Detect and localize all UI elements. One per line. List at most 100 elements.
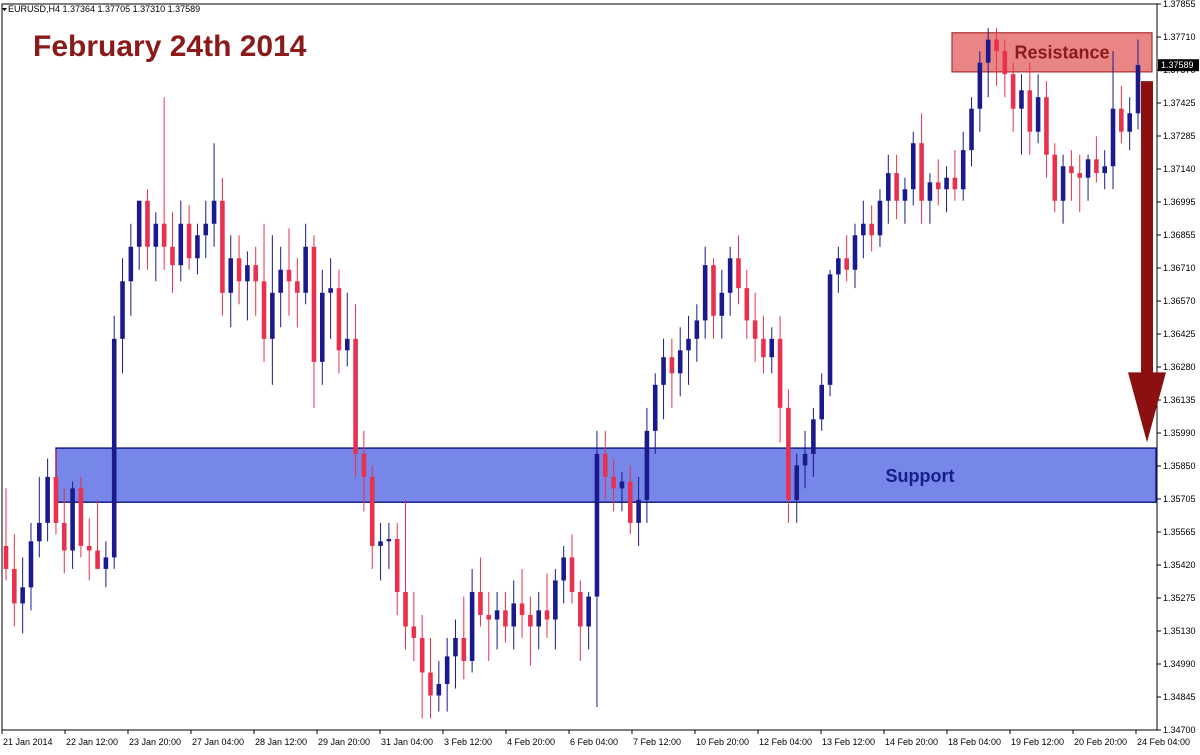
candle-body xyxy=(20,587,25,604)
candle-body xyxy=(1052,154,1058,201)
y-tick-label: 1.36425 xyxy=(1163,329,1196,339)
y-tick-label: 1.36280 xyxy=(1163,362,1196,372)
candle-body xyxy=(136,200,142,247)
candle xyxy=(78,476,84,558)
candle xyxy=(103,541,109,588)
resistance-label: Resistance xyxy=(1014,42,1109,62)
candle-body xyxy=(1002,51,1008,75)
resistance-zone-rect xyxy=(951,32,1153,73)
x-tick-label: 28 Jan 12:00 xyxy=(255,737,307,747)
candle-body xyxy=(553,580,558,620)
candle-body xyxy=(594,453,600,597)
candle xyxy=(594,430,600,707)
candle xyxy=(111,315,117,569)
candle-body xyxy=(1060,166,1066,201)
candle xyxy=(253,246,258,316)
y-tick-label: 1.34700 xyxy=(1163,725,1196,735)
candle-body xyxy=(736,258,741,289)
x-tick-label: 12 Feb 04:00 xyxy=(759,737,812,747)
candle-body xyxy=(53,476,59,523)
candle-body xyxy=(278,269,283,293)
candle xyxy=(286,228,292,316)
candle-body xyxy=(752,320,758,339)
candle-body xyxy=(220,200,225,293)
candle xyxy=(686,315,691,385)
candle xyxy=(403,499,408,650)
x-tick-label: 20 Feb 20:00 xyxy=(1074,737,1127,747)
candle xyxy=(827,269,833,397)
candle-body xyxy=(145,200,150,247)
y-tick-label: 1.35565 xyxy=(1163,527,1196,537)
candle-body xyxy=(702,265,708,321)
candle-body xyxy=(786,407,791,500)
candle xyxy=(1027,62,1033,155)
candle xyxy=(603,430,608,500)
candle xyxy=(1119,85,1124,144)
candle-body xyxy=(1069,166,1074,174)
candle xyxy=(1102,150,1107,190)
x-tick-label: 24 Feb 04:00 xyxy=(1137,737,1190,747)
candle xyxy=(811,407,816,477)
candle-body xyxy=(453,637,458,657)
candle-body xyxy=(503,610,508,627)
candle xyxy=(777,315,783,443)
y-tick-label: 1.37710 xyxy=(1163,32,1196,42)
candle-body xyxy=(161,223,167,247)
candle-body xyxy=(1094,159,1099,174)
candle xyxy=(902,177,908,224)
candle xyxy=(794,453,800,523)
candle xyxy=(436,660,442,712)
y-tick-label: 1.35990 xyxy=(1163,428,1196,438)
candle-body xyxy=(311,246,317,362)
candle xyxy=(411,591,417,661)
candle-body xyxy=(819,384,824,420)
candle-body xyxy=(811,419,816,454)
menu-triangle-icon xyxy=(2,8,7,11)
candle xyxy=(711,258,716,339)
candle xyxy=(444,637,450,712)
candle xyxy=(428,637,433,719)
candle xyxy=(228,235,234,328)
candle-body xyxy=(444,656,450,684)
candle xyxy=(969,97,974,167)
candle xyxy=(1110,51,1116,190)
candle-body xyxy=(1044,97,1049,155)
candle xyxy=(919,113,924,224)
candle xyxy=(561,545,566,604)
x-tick-label: 19 Feb 12:00 xyxy=(1011,737,1064,747)
candle-body xyxy=(486,614,492,620)
candle-body xyxy=(852,235,858,270)
candle xyxy=(627,465,633,535)
candle xyxy=(869,205,874,252)
candle-body xyxy=(1085,159,1091,178)
candle-body xyxy=(28,541,34,588)
candle-body xyxy=(386,539,392,542)
candle-body xyxy=(394,539,400,592)
candle-body xyxy=(195,235,200,259)
candle-body xyxy=(95,550,100,569)
symbol-info: EURUSD,H4 1.37364 1.37705 1.37310 1.3758… xyxy=(8,4,201,14)
y-tick-label: 1.36135 xyxy=(1163,395,1196,405)
candle-body xyxy=(586,596,591,627)
candle xyxy=(677,327,683,397)
candle-body xyxy=(170,246,175,266)
candle xyxy=(752,292,758,362)
candle-body xyxy=(744,288,750,321)
candle-body xyxy=(1010,74,1016,109)
candle-body xyxy=(186,223,192,259)
candle-body xyxy=(1127,113,1132,132)
candle xyxy=(12,534,17,627)
y-tick-label: 1.37285 xyxy=(1163,131,1196,141)
candle xyxy=(861,200,866,259)
candle-body xyxy=(1110,108,1116,167)
candle-body xyxy=(902,189,908,201)
candle xyxy=(211,143,217,247)
candle xyxy=(353,304,358,477)
x-tick-label: 10 Feb 20:00 xyxy=(696,737,749,747)
candle-body xyxy=(78,488,84,546)
candle-body xyxy=(611,476,616,489)
candle xyxy=(453,619,458,689)
candle-body xyxy=(652,384,658,431)
candle xyxy=(952,150,958,201)
candle xyxy=(569,534,575,604)
